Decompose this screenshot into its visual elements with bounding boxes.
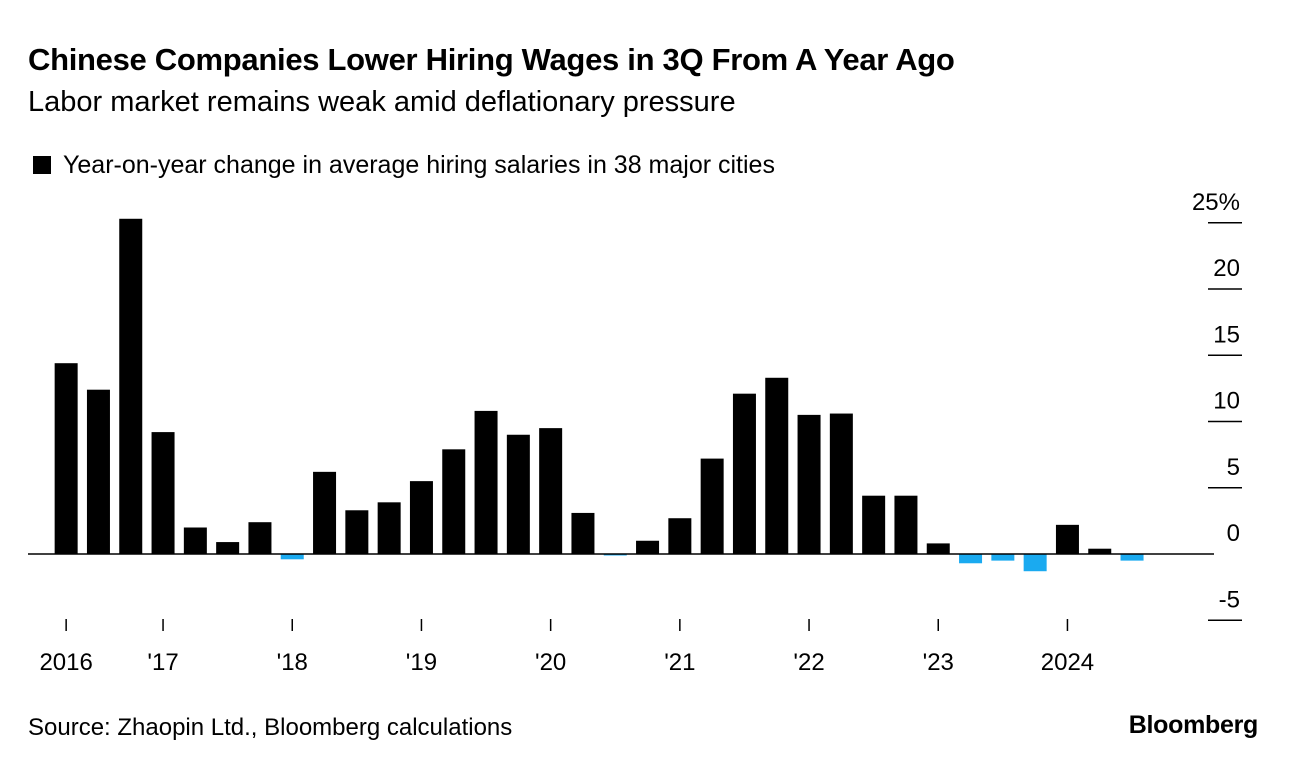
chart-subtitle: Labor market remains weak amid deflation…: [28, 86, 736, 118]
bar: [539, 428, 563, 554]
bar: [474, 410, 498, 554]
bar: [862, 495, 886, 554]
bar: [183, 527, 207, 554]
y-tick-label: 20: [1213, 255, 1240, 282]
bar: [668, 518, 692, 554]
y-tick-label: 0: [1227, 520, 1240, 547]
bar: [86, 389, 110, 554]
x-tick-label: 2024: [1041, 649, 1094, 676]
bar: [442, 449, 466, 554]
y-tick-label: -5: [1219, 586, 1240, 613]
x-tick-label: '22: [793, 649, 824, 676]
y-tick-label: 15: [1213, 321, 1240, 348]
bar: [700, 458, 724, 554]
bloomberg-logo: Bloomberg: [1128, 711, 1259, 739]
x-tick-label: '23: [923, 649, 954, 676]
y-tick-label: 25%: [1192, 189, 1240, 216]
x-tick-label: '21: [664, 649, 695, 676]
x-tick-label: 2016: [39, 649, 92, 676]
bar: [1088, 548, 1112, 554]
bar: [345, 510, 369, 554]
source-note: Source: Zhaopin Ltd., Bloomberg calculat…: [28, 714, 513, 741]
bar: [1023, 554, 1047, 572]
x-tick-label: '19: [406, 649, 437, 676]
legend: Year-on-year change in average hiring sa…: [33, 150, 775, 180]
bar: [959, 554, 983, 564]
bar: [313, 471, 337, 554]
bar: [1120, 554, 1144, 561]
bar: [829, 413, 853, 554]
x-tick-label: '18: [277, 649, 308, 676]
bar: [248, 522, 272, 554]
bar: [1055, 524, 1079, 554]
bar: [797, 414, 821, 554]
legend-label: Year-on-year change in average hiring sa…: [63, 150, 775, 179]
bar: [119, 218, 143, 554]
bar: [926, 543, 950, 554]
bar: [636, 540, 660, 554]
chart-title: Chinese Companies Lower Hiring Wages in …: [28, 42, 955, 77]
x-tick-label: '17: [147, 649, 178, 676]
x-tick-label: '20: [535, 649, 566, 676]
bar: [216, 542, 240, 554]
y-axis: 25% 20 15 10 5 0 -5: [1192, 189, 1242, 621]
bar: [765, 377, 789, 554]
bar: [991, 554, 1015, 561]
bar: [894, 495, 918, 554]
x-axis: 2016 '17 '18 '19 '20 '21 '22 '23 2024: [28, 553, 1214, 676]
bar: [409, 481, 433, 554]
bar: [54, 363, 78, 554]
y-tick-label: 10: [1213, 388, 1240, 415]
bar: [151, 432, 175, 554]
bars: [54, 218, 1144, 572]
y-tick-label: 5: [1227, 454, 1240, 481]
bar: [571, 512, 595, 554]
bar: [377, 502, 401, 554]
bar: [506, 434, 530, 554]
legend-swatch: [33, 156, 51, 174]
bar: [732, 393, 756, 554]
bar: [280, 554, 304, 560]
